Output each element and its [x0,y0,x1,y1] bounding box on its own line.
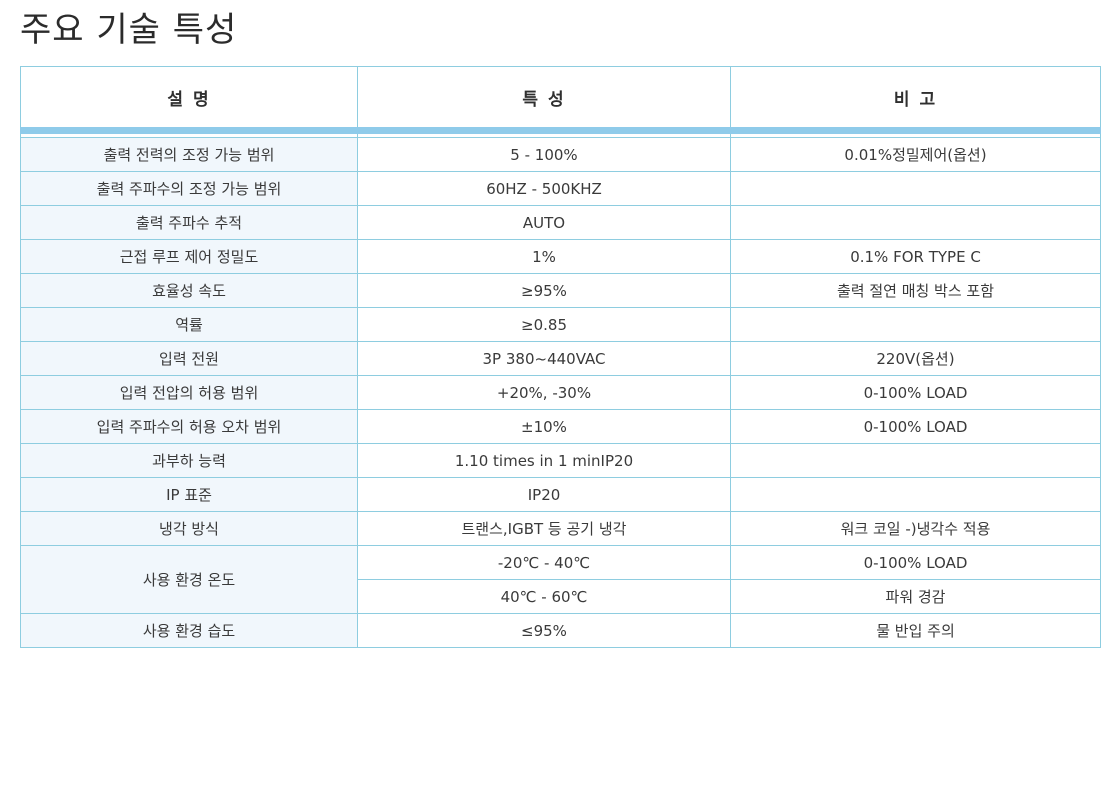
remark-cell: 파워 경감 [730,579,1101,614]
table-row: 입력 전원 3P 380~440VAC 220V(옵션) [20,341,1101,376]
header-spacer-cell [730,130,1101,138]
characteristic-cell: -20℃ - 40℃ [357,545,731,580]
table-row: 출력 주파수 추적 AUTO [20,205,1101,240]
remark-cell: 출력 절연 매칭 박스 포함 [730,273,1101,308]
description-cell: 입력 전원 [20,341,358,376]
remark-cell: 220V(옵션) [730,341,1101,376]
description-cell: 사용 환경 습도 [20,613,358,648]
description-cell: 사용 환경 온도 [20,545,358,614]
table-row-temperature-1: 사용 환경 온도 -20℃ - 40℃ 0-100% LOAD [20,545,1101,614]
table-row: 사용 환경 습도 ≤95% 물 반입 주의 [20,613,1101,648]
header-spacer-cell [357,130,731,138]
remark-cell: 0-100% LOAD [730,375,1101,410]
table-row: 역률 ≥0.85 [20,307,1101,342]
column-header-description: 설 명 [20,66,358,134]
description-cell: 입력 전압의 허용 범위 [20,375,358,410]
characteristic-cell: +20%, -30% [357,375,731,410]
characteristic-cell: 트랜스,IGBT 등 공기 냉각 [357,511,731,546]
column-header-remark: 비 고 [730,66,1101,134]
characteristic-cell: 3P 380~440VAC [357,341,731,376]
table-row: IP 표준 IP20 [20,477,1101,512]
remark-cell: 워크 코일 -)냉각수 적용 [730,511,1101,546]
description-cell: 효율성 속도 [20,273,358,308]
table-row: 근접 루프 제어 정밀도 1% 0.1% FOR TYPE C [20,239,1101,274]
characteristic-cell: ≤95% [357,613,731,648]
description-cell: 입력 주파수의 허용 오차 범위 [20,409,358,444]
column-header-characteristic: 특 성 [357,66,731,134]
spec-table: 설 명 특 성 비 고 출력 전력의 조정 가능 범위 5 - 100% 0.0… [20,66,1101,648]
table-row: 효율성 속도 ≥95% 출력 절연 매칭 박스 포함 [20,273,1101,308]
remark-cell: 0.01%정밀제어(옵션) [730,137,1101,172]
characteristic-cell: ≥0.85 [357,307,731,342]
remark-cell: 물 반입 주의 [730,613,1101,648]
table-row-temperature-2: 40℃ - 60℃ 파워 경감 [21,579,1101,614]
table-row: 출력 전력의 조정 가능 범위 5 - 100% 0.01%정밀제어(옵션) [20,137,1101,172]
characteristic-cell: 5 - 100% [357,137,731,172]
page-title: 주요 기술 특성 [20,10,238,50]
description-cell: 근접 루프 제어 정밀도 [20,239,358,274]
remark-cell [730,171,1101,206]
description-cell: 출력 주파수의 조정 가능 범위 [20,171,358,206]
table-header: 설 명 특 성 비 고 [20,66,1101,138]
characteristic-cell: 1% [357,239,731,274]
characteristic-cell: 1.10 times in 1 minIP20 [357,443,731,478]
table-body: 출력 전력의 조정 가능 범위 5 - 100% 0.01%정밀제어(옵션) 출… [20,137,1101,648]
description-cell: 역률 [20,307,358,342]
remark-cell: 0-100% LOAD [730,545,1101,580]
remark-cell [730,477,1101,512]
characteristic-cell: 40℃ - 60℃ [357,579,731,614]
table-row: 출력 주파수의 조정 가능 범위 60HZ - 500KHZ [20,171,1101,206]
description-cell: 출력 전력의 조정 가능 범위 [20,137,358,172]
header-spacer-cell [20,130,358,138]
description-cell: 출력 주파수 추적 [20,205,358,240]
characteristic-cell: IP20 [357,477,731,512]
description-cell: 냉각 방식 [20,511,358,546]
table-row: 냉각 방식 트랜스,IGBT 등 공기 냉각 워크 코일 -)냉각수 적용 [20,511,1101,546]
table-row: 과부하 능력 1.10 times in 1 minIP20 [20,443,1101,478]
remark-cell: 0.1% FOR TYPE C [730,239,1101,274]
remark-cell [730,443,1101,478]
remark-cell: 0-100% LOAD [730,409,1101,444]
remark-cell [730,307,1101,342]
characteristic-cell: ±10% [357,409,731,444]
characteristic-cell: 60HZ - 500KHZ [357,171,731,206]
characteristic-cell: ≥95% [357,273,731,308]
header-spacer-row [20,130,1101,138]
description-cell: IP 표준 [20,477,358,512]
characteristic-cell: AUTO [357,205,731,240]
remark-cell [730,205,1101,240]
description-cell: 과부하 능력 [20,443,358,478]
table-row: 입력 전압의 허용 범위 +20%, -30% 0-100% LOAD [20,375,1101,410]
table-row: 입력 주파수의 허용 오차 범위 ±10% 0-100% LOAD [20,409,1101,444]
